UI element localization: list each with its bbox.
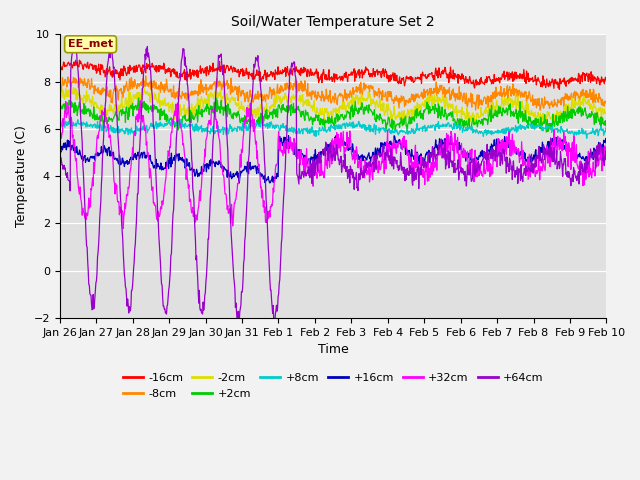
-16cm xyxy=(556,86,563,92)
+8cm xyxy=(259,117,266,122)
+16cm xyxy=(493,147,501,153)
+64cm xyxy=(56,144,63,150)
+16cm xyxy=(56,149,63,155)
+2cm xyxy=(297,114,305,120)
-16cm xyxy=(56,61,63,67)
-2cm xyxy=(56,94,63,100)
+2cm xyxy=(543,129,550,135)
+32cm xyxy=(483,145,491,151)
-8cm xyxy=(536,108,544,113)
-16cm xyxy=(76,57,83,63)
+32cm xyxy=(603,149,611,155)
Line: +64cm: +64cm xyxy=(60,42,607,323)
+64cm xyxy=(493,154,501,159)
-16cm xyxy=(432,65,440,71)
+16cm xyxy=(483,154,491,159)
-16cm xyxy=(483,73,490,79)
-16cm xyxy=(112,71,120,77)
Line: -2cm: -2cm xyxy=(60,86,607,125)
+32cm xyxy=(433,156,440,162)
+2cm xyxy=(483,117,490,122)
+64cm xyxy=(298,171,305,177)
-2cm xyxy=(432,97,440,103)
Line: +8cm: +8cm xyxy=(60,120,607,138)
-2cm xyxy=(493,99,501,105)
+2cm xyxy=(603,126,611,132)
+64cm xyxy=(112,101,120,107)
-2cm xyxy=(470,122,477,128)
+32cm xyxy=(136,98,144,104)
+64cm xyxy=(70,39,78,45)
-8cm xyxy=(142,73,150,79)
+16cm xyxy=(236,180,243,186)
-16cm xyxy=(278,70,285,76)
+2cm xyxy=(493,113,500,119)
+32cm xyxy=(56,144,63,150)
+8cm xyxy=(297,128,305,133)
Title: Soil/Water Temperature Set 2: Soil/Water Temperature Set 2 xyxy=(231,15,435,29)
Text: EE_met: EE_met xyxy=(68,39,113,49)
+16cm xyxy=(112,155,120,161)
+8cm xyxy=(583,135,591,141)
-2cm xyxy=(212,84,220,89)
+32cm xyxy=(120,226,127,231)
+32cm xyxy=(112,180,120,186)
-8cm xyxy=(112,88,120,94)
+32cm xyxy=(298,155,305,161)
+32cm xyxy=(493,164,501,169)
+8cm xyxy=(603,126,611,132)
+64cm xyxy=(433,153,440,158)
-2cm xyxy=(297,96,305,101)
Line: +32cm: +32cm xyxy=(60,101,607,228)
+64cm xyxy=(271,320,278,326)
+16cm xyxy=(433,144,440,150)
+16cm xyxy=(603,142,611,147)
Line: -16cm: -16cm xyxy=(60,60,607,89)
Line: +2cm: +2cm xyxy=(60,98,607,132)
+16cm xyxy=(278,135,285,141)
-2cm xyxy=(112,107,120,113)
+8cm xyxy=(112,130,120,136)
-16cm xyxy=(603,78,611,84)
+32cm xyxy=(278,147,286,153)
+64cm xyxy=(603,158,611,164)
-8cm xyxy=(278,88,285,94)
-8cm xyxy=(297,78,305,84)
-8cm xyxy=(603,101,611,107)
+64cm xyxy=(483,142,491,147)
-8cm xyxy=(432,89,440,95)
+2cm xyxy=(56,106,63,112)
+16cm xyxy=(297,153,305,159)
-8cm xyxy=(56,86,63,92)
Line: -8cm: -8cm xyxy=(60,76,607,110)
-2cm xyxy=(483,108,491,114)
-16cm xyxy=(297,65,305,71)
+2cm xyxy=(112,109,120,115)
+8cm xyxy=(493,130,500,136)
-8cm xyxy=(493,94,500,99)
+8cm xyxy=(483,132,490,138)
X-axis label: Time: Time xyxy=(317,343,349,356)
+2cm xyxy=(135,95,143,101)
+8cm xyxy=(432,122,440,128)
-16cm xyxy=(493,75,500,81)
+64cm xyxy=(278,235,286,241)
Legend: -16cm, -8cm, -2cm, +2cm, +8cm, +16cm, +32cm, +64cm: -16cm, -8cm, -2cm, +2cm, +8cm, +16cm, +3… xyxy=(118,369,548,403)
+2cm xyxy=(432,106,440,112)
+2cm xyxy=(278,110,285,116)
Line: +16cm: +16cm xyxy=(60,136,607,183)
-2cm xyxy=(603,110,611,116)
+8cm xyxy=(56,120,63,125)
Y-axis label: Temperature (C): Temperature (C) xyxy=(15,125,28,227)
+16cm xyxy=(332,133,340,139)
-2cm xyxy=(278,96,285,102)
+8cm xyxy=(278,124,285,130)
-8cm xyxy=(483,98,490,104)
